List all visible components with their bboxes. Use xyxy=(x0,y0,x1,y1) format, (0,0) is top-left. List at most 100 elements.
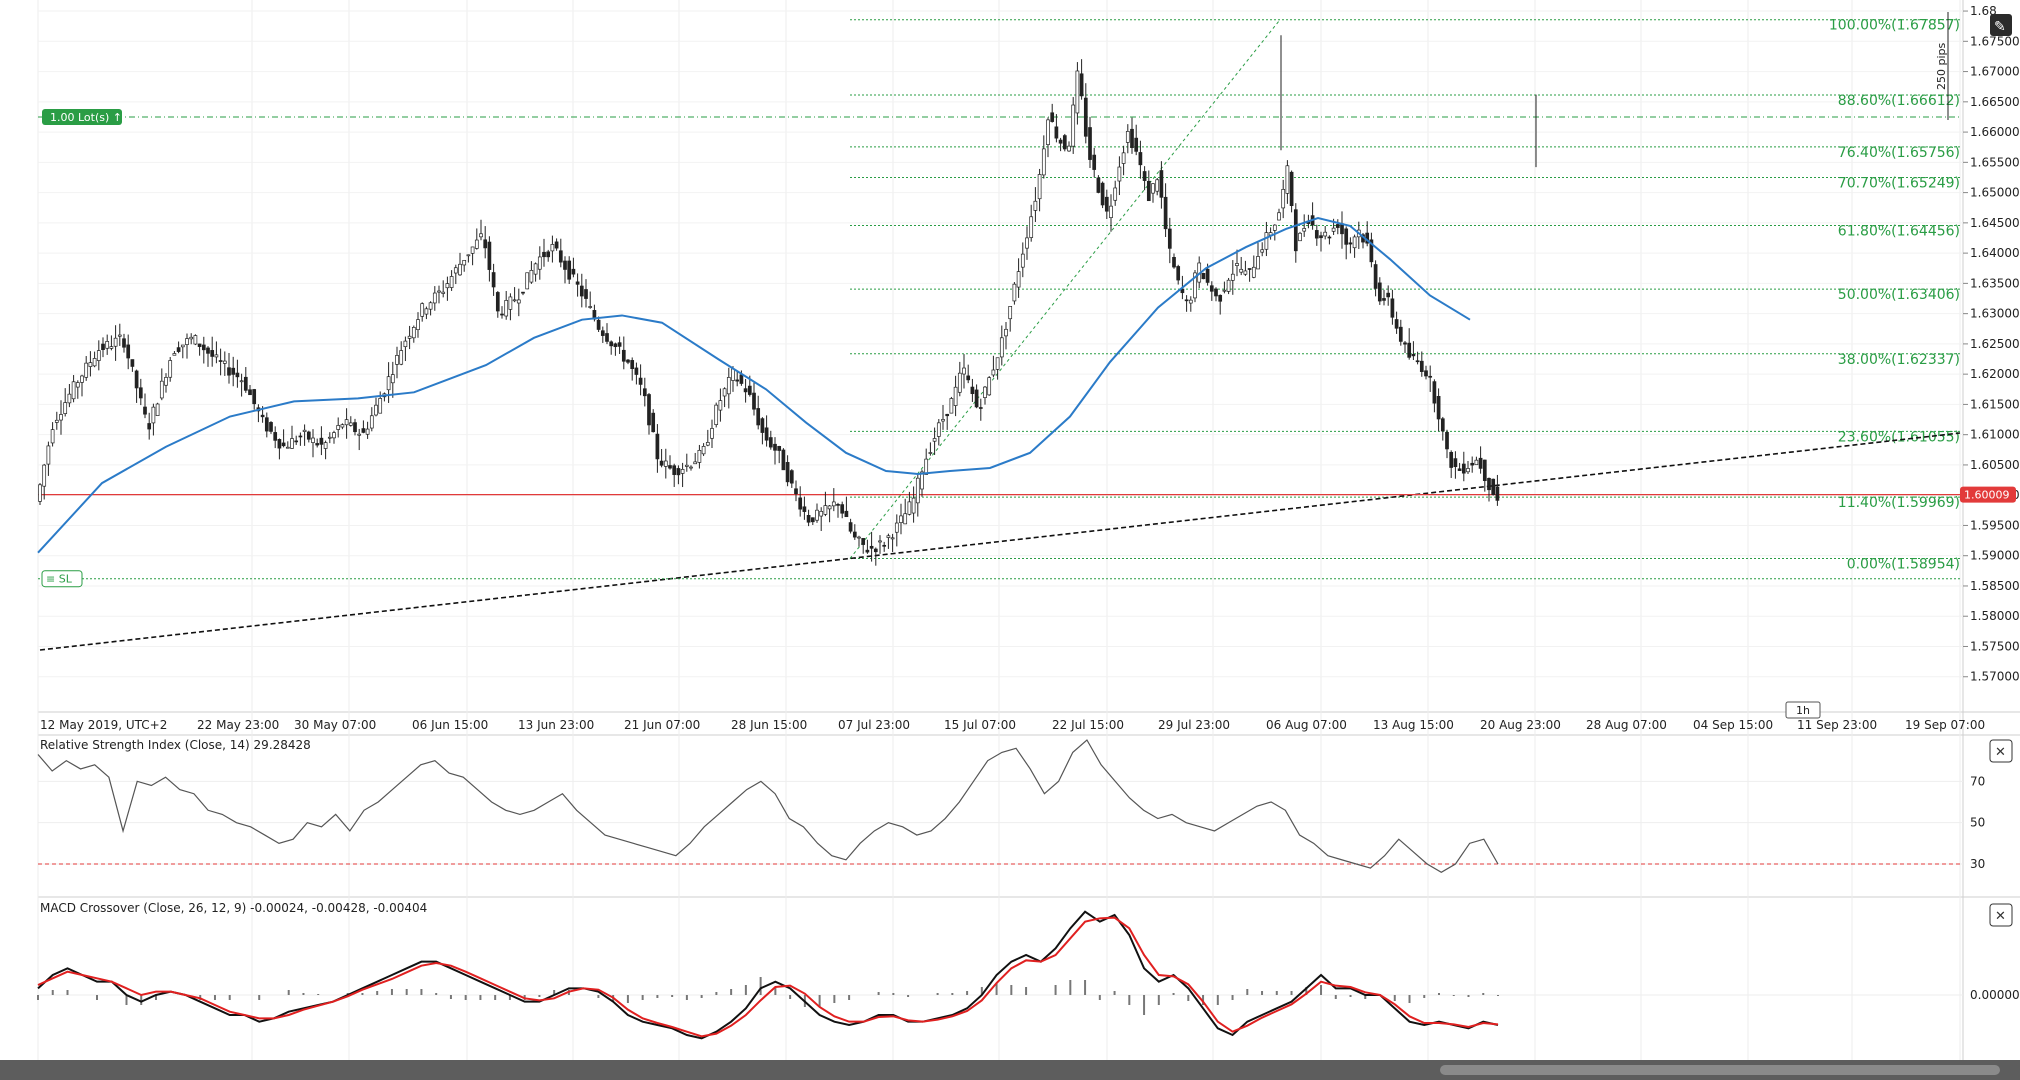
candle-body xyxy=(264,417,269,432)
candle-body xyxy=(336,425,341,430)
candle-body xyxy=(218,360,223,362)
candle-body xyxy=(718,400,723,411)
candle-body xyxy=(1327,236,1332,239)
candle-body xyxy=(1415,360,1420,363)
candle-body xyxy=(210,350,215,357)
candle-body xyxy=(432,292,437,304)
time-axis-label: 07 Jul 23:00 xyxy=(838,718,910,732)
candle-body xyxy=(773,443,777,451)
rsi-axis-label: 50 xyxy=(1970,816,1985,830)
candle-body xyxy=(1029,216,1034,238)
rsi-axis-label: 30 xyxy=(1970,857,1985,871)
scroll-thumb[interactable] xyxy=(1440,1065,2000,1075)
fib-level-label: 100.00%(1.67857) xyxy=(1829,18,1960,34)
candle-body xyxy=(1466,468,1470,473)
candle-body xyxy=(768,437,773,448)
candle-body xyxy=(1193,272,1197,299)
candle-body xyxy=(80,375,84,383)
candle-body xyxy=(243,376,248,391)
candle-body xyxy=(663,460,668,467)
time-axis-label: 19 Sep 07:00 xyxy=(1905,718,1985,732)
candle-body xyxy=(348,422,353,426)
candle-body xyxy=(298,435,303,438)
time-axis-label: 21 Jun 07:00 xyxy=(624,718,700,732)
price-axis-label: 1.67000 xyxy=(1970,65,2020,79)
candle-body xyxy=(1079,73,1084,97)
time-axis-label: 20 Aug 23:00 xyxy=(1480,718,1561,732)
candle-body xyxy=(1176,266,1181,281)
candle-body xyxy=(911,497,916,514)
candle-body xyxy=(1020,253,1025,268)
candle-body xyxy=(1041,148,1046,176)
candle-body xyxy=(1230,273,1235,281)
candle-body xyxy=(1209,285,1214,292)
price-axis-label: 1.65000 xyxy=(1970,186,2020,200)
candle-body xyxy=(899,515,903,524)
candle-body xyxy=(357,433,362,436)
price-axis-label: 1.66500 xyxy=(1970,95,2020,109)
fib-level-label: 76.40%(1.65756) xyxy=(1838,145,1960,161)
candle-body xyxy=(428,302,433,310)
candle-body xyxy=(508,296,513,310)
candle-body xyxy=(731,368,735,381)
candle-body xyxy=(752,392,756,410)
candle-body xyxy=(1386,292,1391,298)
candle-body xyxy=(386,376,391,391)
time-axis-label: 30 May 07:00 xyxy=(294,718,376,732)
candle-body xyxy=(1323,231,1328,237)
candle-body xyxy=(445,283,450,289)
candle-body xyxy=(743,388,748,393)
rsi-line xyxy=(37,739,1499,873)
candle-body xyxy=(1251,266,1256,278)
current-price-label: 1.60009 xyxy=(1964,489,2010,502)
candle-body xyxy=(815,509,819,521)
candle-body xyxy=(529,270,534,283)
candle-body xyxy=(794,488,798,495)
candle-body xyxy=(378,398,383,414)
candle-body xyxy=(437,290,441,293)
candle-body xyxy=(1012,283,1017,302)
order-badge-label: 1.00 Lot(s) ↑ xyxy=(50,111,122,124)
fib-level-label: 70.70%(1.65249) xyxy=(1838,176,1960,192)
candle-body xyxy=(819,510,824,517)
candle-body xyxy=(474,239,479,249)
candle-body xyxy=(1205,268,1210,283)
candle-body xyxy=(483,239,488,249)
candle-body xyxy=(596,319,601,330)
candle-body xyxy=(907,501,912,515)
candle-body xyxy=(689,466,693,469)
candle-body xyxy=(227,367,231,376)
candle-body xyxy=(630,360,635,369)
candle-body xyxy=(558,250,563,263)
candle-body xyxy=(1293,209,1298,252)
candle-body xyxy=(903,513,908,525)
candle-body xyxy=(479,233,483,238)
candle-body xyxy=(92,358,97,367)
candle-body xyxy=(294,440,299,443)
candle-body xyxy=(1428,375,1433,378)
candle-body xyxy=(781,449,786,471)
candle-body xyxy=(369,415,374,429)
candle-body xyxy=(88,362,93,367)
candle-body xyxy=(306,431,311,440)
macd-line xyxy=(37,910,1499,1040)
candle-body xyxy=(1478,457,1483,469)
fib-level-label: 23.60%(1.61055) xyxy=(1838,429,1960,445)
time-axis-label: 22 Jul 15:00 xyxy=(1052,718,1124,732)
candle-body xyxy=(113,337,118,347)
candle-body xyxy=(823,505,828,515)
candle-body xyxy=(38,484,42,502)
candle-body xyxy=(193,335,198,345)
candle-body xyxy=(1134,137,1139,152)
candle-body xyxy=(1092,154,1097,170)
candle-body xyxy=(999,337,1004,358)
candle-body xyxy=(861,538,866,545)
candle-body xyxy=(546,251,551,258)
candle-body xyxy=(1104,196,1109,212)
rsi-close-glyph: ✕ xyxy=(1995,745,2006,760)
price-axis-label: 1.58000 xyxy=(1970,609,2020,623)
candle-body xyxy=(1272,224,1277,231)
candle-body xyxy=(453,267,458,274)
candle-body xyxy=(642,388,647,397)
